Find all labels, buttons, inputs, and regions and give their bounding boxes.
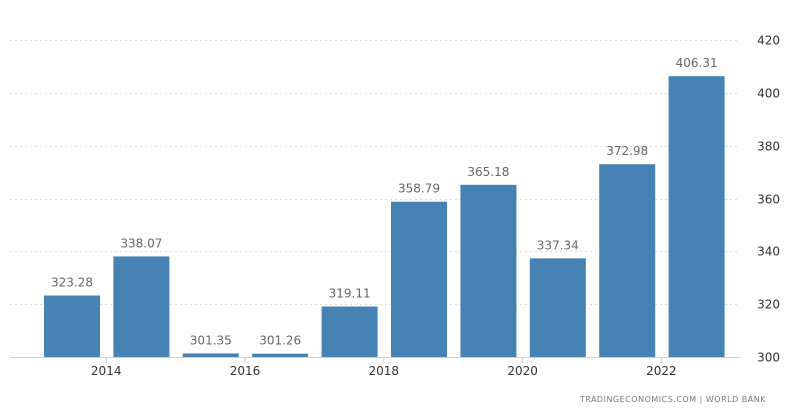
x-tick-label: 2014 <box>91 364 122 378</box>
y-tick-label: 400 <box>757 87 780 101</box>
y-tick-label: 380 <box>757 140 780 154</box>
x-tick-label: 2018 <box>369 364 400 378</box>
source-attribution: TRADINGECONOMICS.COM | WORLD BANK <box>579 395 766 404</box>
data-label: 323.28 <box>51 276 93 290</box>
y-tick-label: 340 <box>757 245 780 259</box>
y-tick-label: 420 <box>757 34 780 48</box>
data-label: 319.11 <box>329 287 371 301</box>
data-label: 365.18 <box>467 165 509 179</box>
data-label: 337.34 <box>537 238 579 252</box>
data-label: 301.26 <box>259 334 301 348</box>
bar <box>391 201 447 357</box>
data-label: 301.35 <box>190 333 232 347</box>
data-label: 338.07 <box>120 236 162 250</box>
bar <box>44 295 100 357</box>
bar <box>668 76 725 357</box>
data-label: 358.79 <box>398 182 440 196</box>
data-label: 372.98 <box>606 144 648 158</box>
data-label: 406.31 <box>676 56 718 70</box>
x-tick-label: 2020 <box>507 364 538 378</box>
bar <box>599 164 656 357</box>
y-tick-label: 320 <box>757 298 780 312</box>
bar <box>113 256 170 357</box>
x-tick-label: 2016 <box>230 364 261 378</box>
y-tick-label: 300 <box>757 351 780 365</box>
bar <box>252 353 309 357</box>
bar <box>321 306 378 357</box>
y-tick-label: 360 <box>757 193 780 207</box>
x-tick-label: 2022 <box>646 364 677 378</box>
bar <box>182 353 239 357</box>
bar <box>460 184 517 357</box>
bar <box>529 258 586 357</box>
